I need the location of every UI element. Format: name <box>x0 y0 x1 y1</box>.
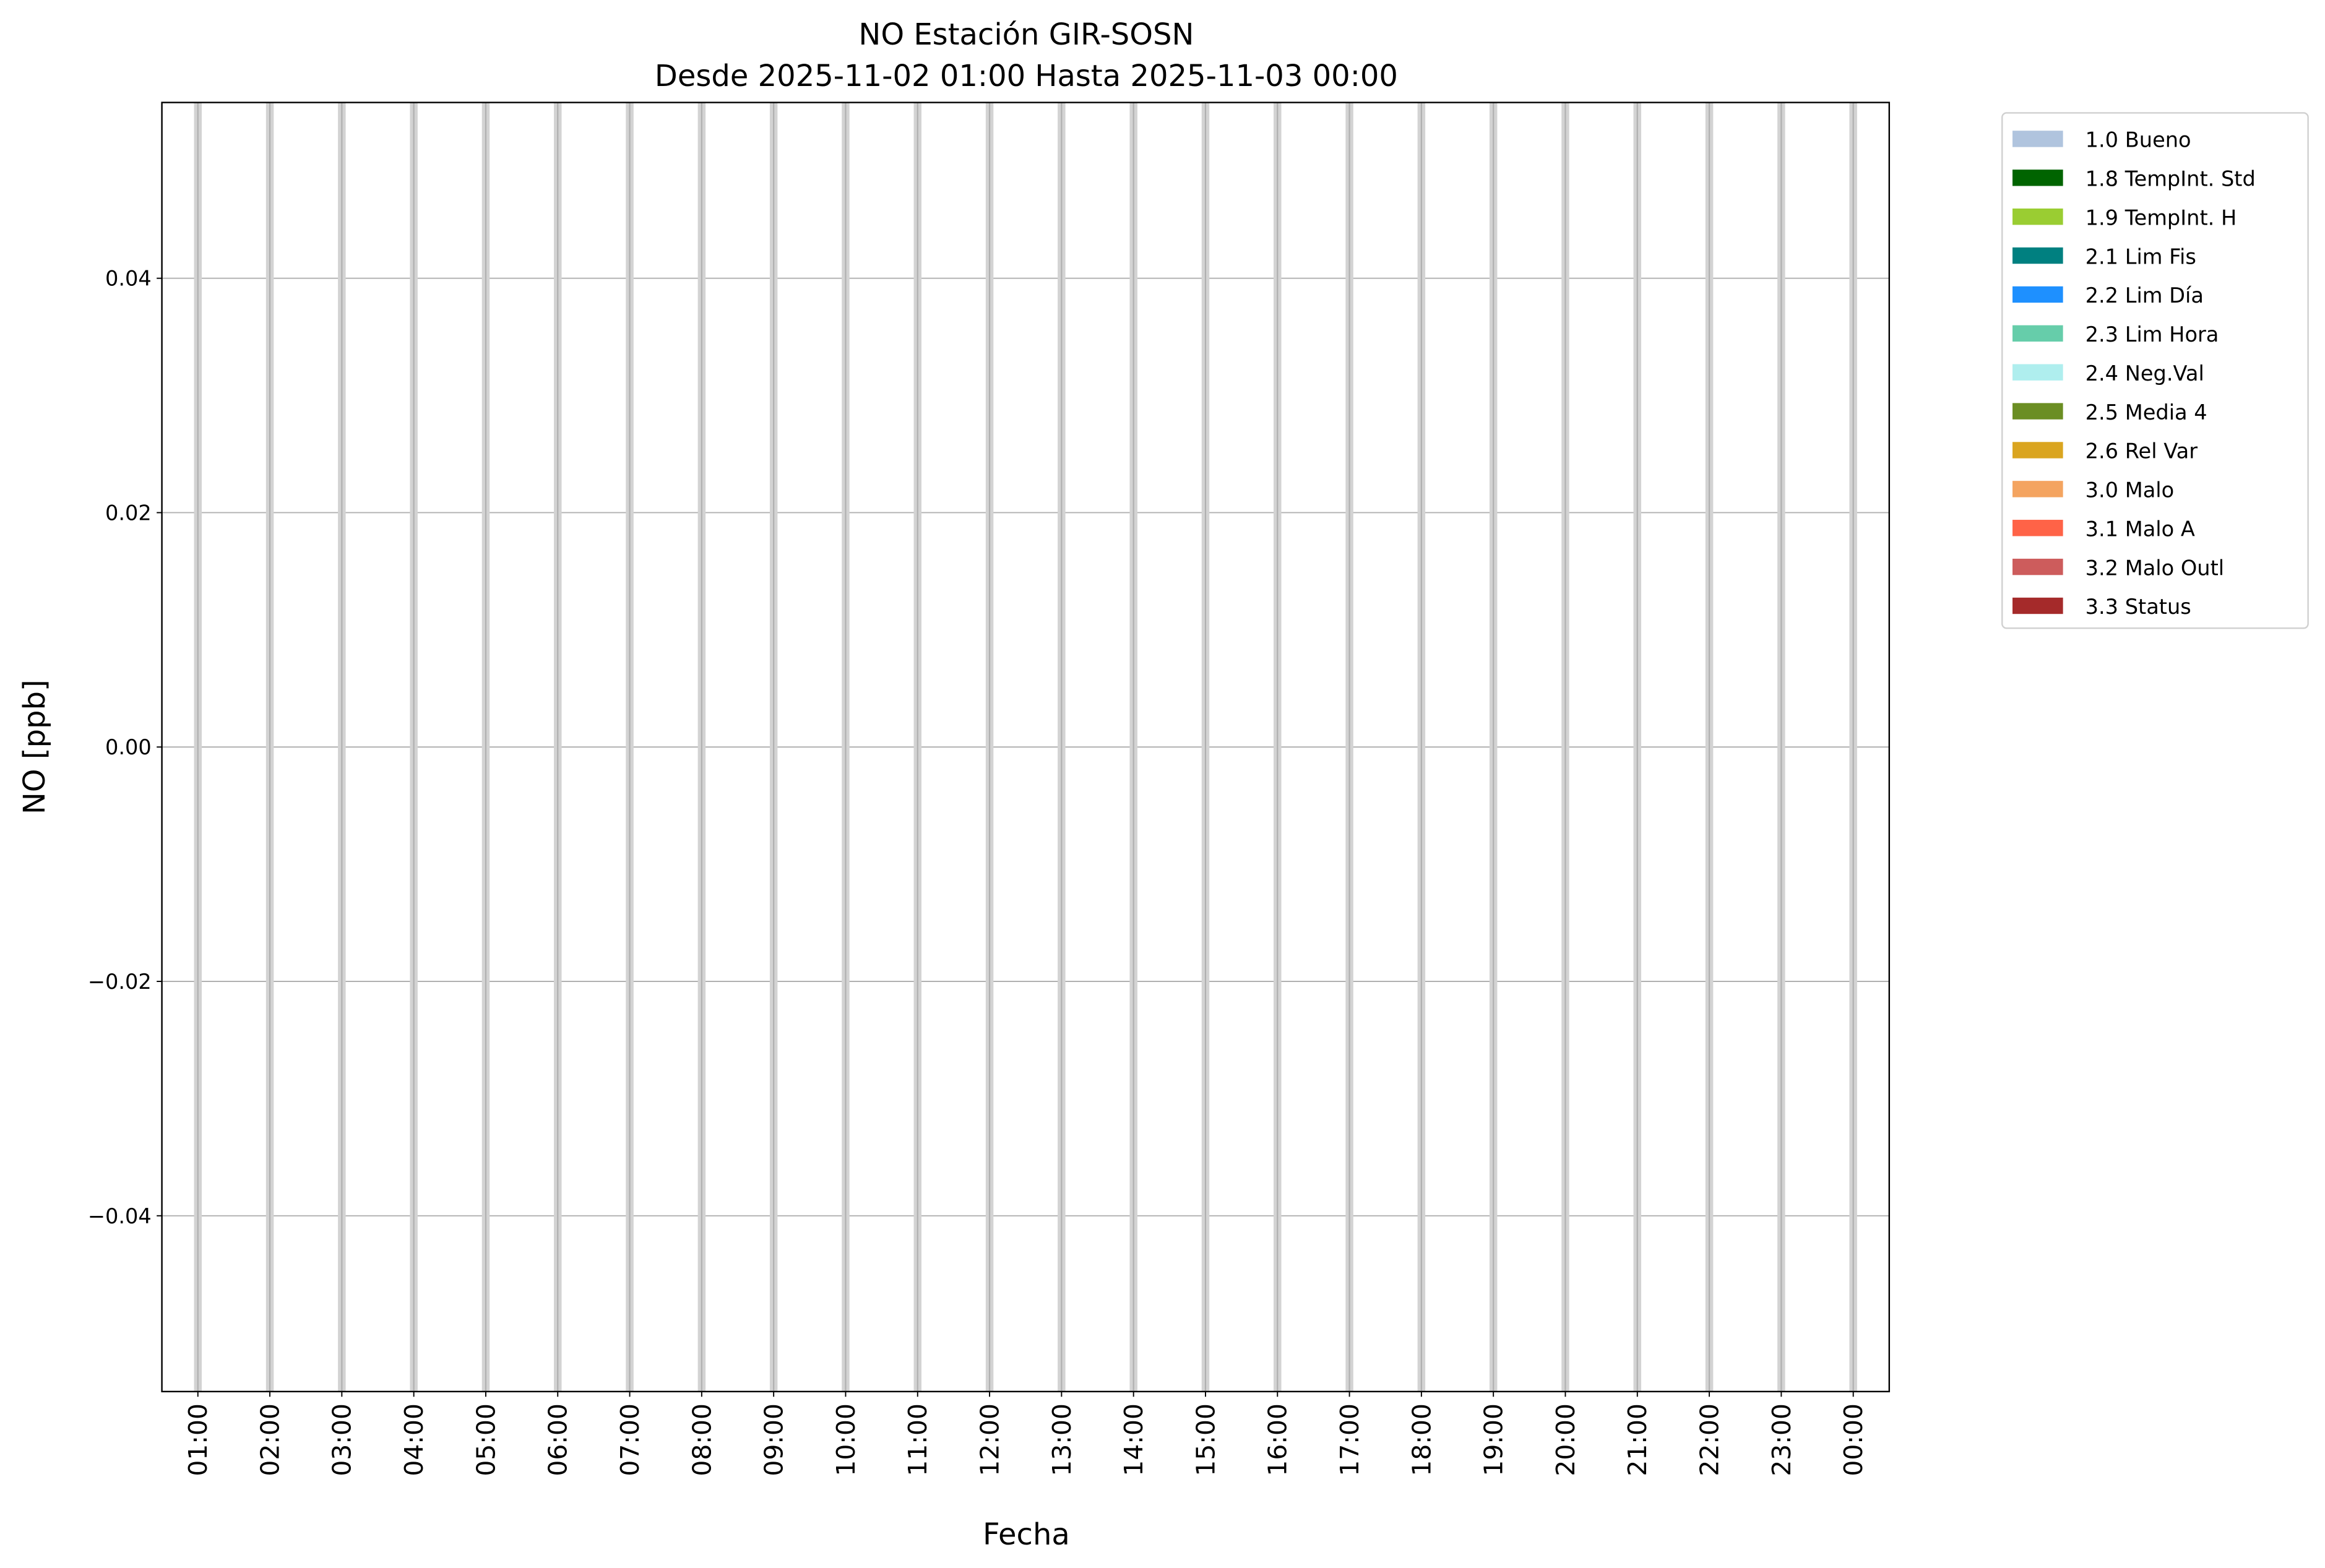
chart-subtitle: Desde 2025-11-02 01:00 Hasta 2025-11-03 … <box>655 59 1398 93</box>
x-tick-label: 11:00 <box>903 1403 933 1476</box>
legend-swatch <box>2012 247 2063 264</box>
x-tick-label: 21:00 <box>1623 1403 1652 1476</box>
x-tick-label: 13:00 <box>1047 1403 1077 1476</box>
x-tick-label: 06:00 <box>543 1403 573 1476</box>
x-tick-label: 09:00 <box>759 1403 789 1476</box>
legend-label: 1.9 TempInt. H <box>2086 205 2237 230</box>
legend-label: 2.4 Neg.Val <box>2086 361 2204 386</box>
x-axis-label: Fecha <box>983 1517 1070 1552</box>
x-tick-label: 08:00 <box>687 1403 717 1476</box>
legend-label: 2.6 Rel Var <box>2086 439 2198 463</box>
legend-label: 1.0 Bueno <box>2086 128 2191 152</box>
x-tick-label: 02:00 <box>255 1403 285 1476</box>
y-tick-label: 0.04 <box>105 267 152 291</box>
legend-swatch <box>2012 170 2063 186</box>
y-tick-label: 0.00 <box>105 735 152 759</box>
chart-title: NO Estación GIR-SOSN <box>858 17 1194 52</box>
legend-swatch <box>2012 208 2063 225</box>
x-tick-label: 05:00 <box>471 1403 501 1476</box>
x-tick-label: 00:00 <box>1839 1403 1868 1476</box>
x-tick-label: 19:00 <box>1479 1403 1509 1476</box>
legend-swatch <box>2012 481 2063 498</box>
x-tick-label: 15:00 <box>1191 1403 1220 1476</box>
legend-swatch <box>2012 520 2063 536</box>
legend-label: 3.1 Malo A <box>2086 517 2195 541</box>
x-tick-label: 01:00 <box>183 1403 213 1476</box>
legend-label: 3.2 Malo Outl <box>2086 556 2224 580</box>
x-tick-label: 12:00 <box>975 1403 1004 1476</box>
legend-swatch <box>2012 442 2063 459</box>
x-tick-label: 16:00 <box>1263 1403 1293 1476</box>
plot-area: 0.04 0.02 0.00 −0.02 −0.04 01:00 02:00 03:00 04:… <box>88 101 1891 1476</box>
legend-swatch <box>2012 325 2063 342</box>
x-tick-label: 03:00 <box>327 1403 357 1476</box>
legend-swatch <box>2012 597 2063 614</box>
x-tick-label: 22:00 <box>1694 1403 1724 1476</box>
x-tick-label: 17:00 <box>1335 1403 1365 1476</box>
legend-label: 3.3 Status <box>2086 595 2191 619</box>
legend-swatch <box>2012 364 2063 381</box>
x-tick-label: 04:00 <box>399 1403 429 1476</box>
y-axis-label: NO [ppb] <box>17 679 52 814</box>
legend-swatch <box>2012 558 2063 575</box>
y-tick-label: 0.02 <box>105 501 152 525</box>
x-tick-label: 14:00 <box>1119 1403 1149 1476</box>
legend-swatch <box>2012 286 2063 303</box>
legend-label: 2.1 Lim Fis <box>2086 244 2196 269</box>
legend: 1.0 Bueno 1.8 TempInt. Std 1.9 TempInt. H 2… <box>2001 112 2309 629</box>
legend-label: 3.0 Malo <box>2086 478 2175 502</box>
x-tick-label: 07:00 <box>615 1403 645 1476</box>
x-tick-label: 20:00 <box>1551 1403 1581 1476</box>
y-tick-label: −0.02 <box>88 970 152 994</box>
x-tick-label: 18:00 <box>1407 1403 1436 1476</box>
legend-frame <box>2001 112 2309 629</box>
legend-swatch <box>2012 131 2063 147</box>
legend-swatch <box>2012 403 2063 420</box>
legend-label: 2.3 Lim Hora <box>2086 322 2219 347</box>
x-tick-label: 23:00 <box>1767 1403 1797 1476</box>
axes-frame <box>161 101 1891 1393</box>
legend-label: 2.2 Lim Día <box>2086 283 2204 308</box>
x-tick-label: 10:00 <box>831 1403 861 1476</box>
legend-label: 1.8 TempInt. Std <box>2086 167 2256 191</box>
y-tick-label: −0.04 <box>88 1204 152 1228</box>
legend-label: 2.5 Media 4 <box>2086 400 2207 424</box>
